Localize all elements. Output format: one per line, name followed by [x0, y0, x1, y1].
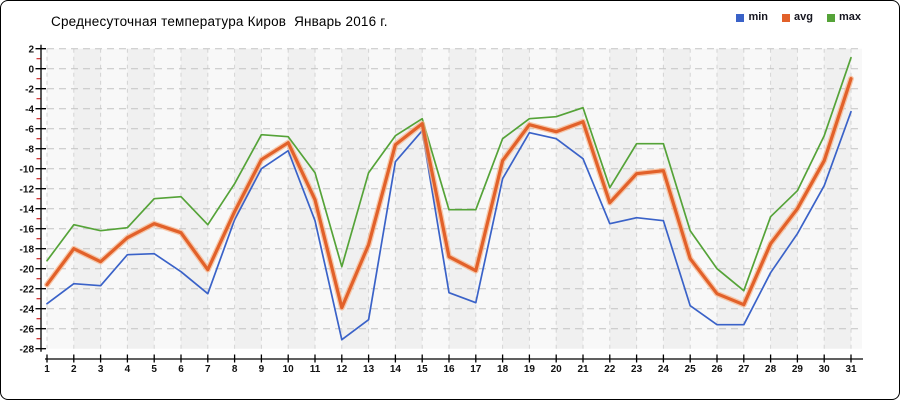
y-tick-label: -8 [25, 144, 34, 155]
x-tick-label: 7 [205, 364, 211, 375]
y-tick-label: -4 [25, 104, 34, 115]
x-tick-label: 17 [470, 364, 482, 375]
y-tick-label: -18 [20, 244, 35, 255]
y-axis: 2 0 -2 -4 -6 -8 -10 -12 -14 -16 -18 -20 -22 -24 -26 -28 [20, 44, 46, 355]
x-tick-label: 4 [125, 364, 131, 375]
legend-label-min: min [748, 11, 768, 23]
x-tick-label: 30 [819, 364, 831, 375]
legend-item-min: min [736, 12, 768, 23]
avg-line [45, 77, 853, 310]
legend-label-avg: avg [794, 11, 813, 23]
y-tick-label: -2 [25, 84, 34, 95]
legend-label-max: max [838, 11, 861, 23]
x-tick-label: 11 [310, 364, 321, 375]
y-tick-label: -28 [20, 344, 35, 355]
x-tick-label: 27 [738, 364, 750, 375]
y-tick-label: -14 [20, 204, 35, 215]
y-tick-label: -22 [20, 284, 35, 295]
x-tick-label: 31 [845, 364, 857, 375]
y-tick-label: 0 [28, 64, 34, 75]
x-tick-label: 22 [604, 364, 616, 375]
x-tick-label: 10 [283, 364, 295, 375]
x-tick-label: 13 [363, 364, 375, 375]
horizontal-gridlines [47, 48, 862, 330]
y-tick-label: -16 [20, 224, 35, 235]
x-tick-label: 14 [390, 364, 402, 375]
x-tick-label: 29 [792, 364, 804, 375]
x-tick-label: 23 [631, 364, 643, 375]
max-color-swatch-icon [826, 13, 835, 22]
x-tick-label: 18 [497, 364, 509, 375]
plot-bands [47, 48, 862, 349]
legend: min avg max [736, 12, 861, 23]
x-tick-label: 21 [577, 364, 589, 375]
y-tick-label: -6 [25, 124, 34, 135]
max-line [46, 56, 852, 292]
y-tick-label: -20 [20, 264, 35, 275]
y-minor-ticks [36, 58, 41, 340]
legend-item-avg: avg [782, 12, 813, 23]
x-tick-label: 5 [151, 364, 157, 375]
x-tick-label: 12 [336, 364, 348, 375]
chart-title: Среднесуточная температура Киров Январь … [51, 14, 388, 29]
avg-color-swatch-icon [782, 13, 790, 22]
x-tick-label: 8 [232, 364, 238, 375]
x-tick-label: 15 [417, 364, 429, 375]
x-tick-label: 3 [98, 364, 104, 375]
x-tick-label: 20 [551, 364, 563, 375]
y-tick-label: -26 [20, 324, 35, 335]
x-tick-label: 26 [711, 364, 723, 375]
x-axis: 1 2 3 4 5 6 7 8 9 10 11 12 13 14 15 16 17 18 19 20 21 22 23 24 2… [44, 354, 863, 375]
x-tick-label: 9 [259, 364, 265, 375]
x-tick-label: 16 [443, 364, 455, 375]
x-tick-label: 2 [71, 364, 77, 375]
x-tick-label: 19 [524, 364, 536, 375]
x-tick-label: 28 [765, 364, 777, 375]
y-tick-label: -10 [20, 164, 35, 175]
x-tick-label: 6 [178, 364, 184, 375]
y-tick-label: 2 [28, 44, 34, 55]
min-line [46, 110, 852, 341]
y-tick-label: -24 [20, 304, 35, 315]
min-color-swatch-icon [736, 13, 745, 22]
legend-item-max: max [826, 11, 861, 23]
y-tick-label: -12 [20, 184, 35, 195]
x-tick-label: 24 [658, 364, 670, 375]
x-tick-label: 25 [685, 364, 697, 375]
x-tick-label: 1 [44, 364, 50, 375]
